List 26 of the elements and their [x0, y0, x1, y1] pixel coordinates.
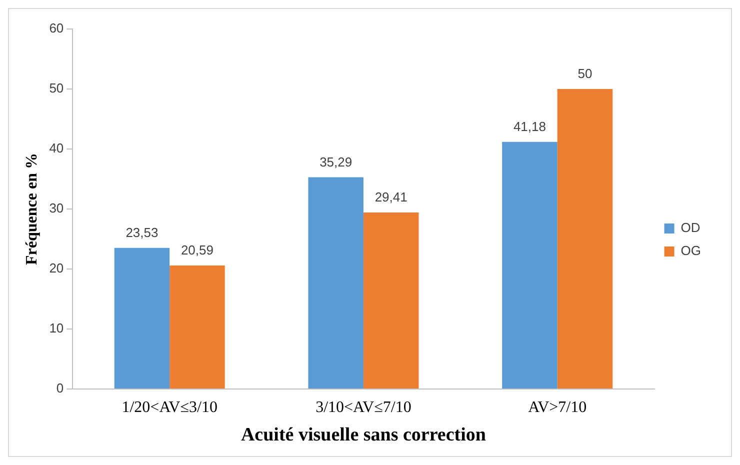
x-axis-title: Acuité visuelle sans correction: [240, 424, 486, 446]
legend-label: OG: [680, 243, 702, 258]
bar: [114, 248, 170, 388]
y-tick-label: 10: [49, 320, 64, 336]
bar: [363, 212, 419, 388]
y-tick-label: 0: [56, 380, 64, 396]
bar: [308, 177, 364, 388]
bar: [502, 142, 558, 388]
x-tick-label: 1/20<AV≤3/10: [122, 398, 218, 416]
bar: [557, 89, 613, 388]
y-tick-label: 30: [49, 200, 64, 216]
y-tick-label: 60: [49, 20, 64, 36]
x-tick-label: AV>7/10: [528, 398, 587, 416]
y-axis-title: Fréquence en %: [24, 153, 41, 265]
y-tick-label: 40: [49, 140, 64, 156]
data-label: 41,18: [513, 119, 546, 134]
data-label: 35,29: [320, 154, 352, 170]
bar: [170, 265, 225, 388]
data-label: 29,41: [374, 190, 408, 205]
data-label: 50: [578, 66, 592, 82]
data-label: 20,59: [180, 242, 214, 258]
legend-label: OD: [680, 220, 700, 236]
data-label: 23,53: [126, 224, 158, 240]
y-tick-label: 20: [49, 260, 64, 276]
y-tick-label: 50: [49, 80, 64, 96]
x-tick-label: 3/10<AV≤7/10: [316, 398, 412, 416]
